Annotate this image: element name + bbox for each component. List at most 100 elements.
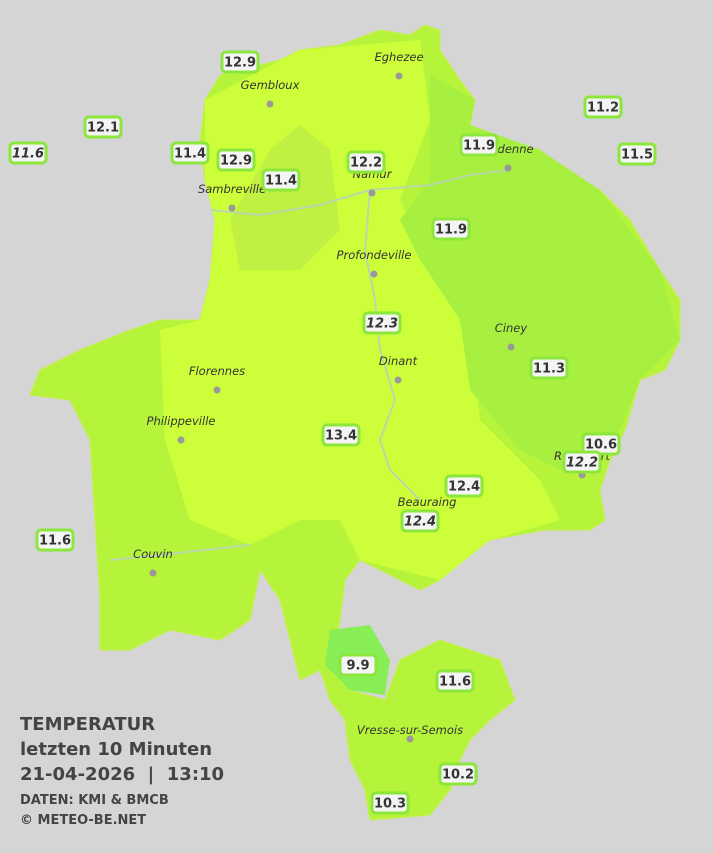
station-label: 12.4 [400,509,440,533]
city-name: Beauraing [398,495,457,509]
city-dot [266,100,274,108]
city-name: Vresse-sur-Semois [357,723,463,737]
city-dot [368,189,376,197]
city-name: Gembloux [241,78,300,92]
label-box [170,141,210,165]
city-name: Profondeville [337,248,412,262]
temperature: 11.2 [587,101,619,116]
city-name: Ciney [495,321,528,335]
province [29,24,681,821]
cool-zone [400,75,680,470]
station-label: 13.4 [321,423,361,447]
label-box [431,217,471,241]
city-dot [370,270,378,278]
city-dot [149,569,157,577]
caption: 21-04-2026 | 13:10 [20,764,224,785]
label-box [370,791,410,815]
label-box [261,168,301,192]
city-dot [394,376,402,384]
station-label: 10.2 [438,762,478,786]
label-box [583,95,623,119]
station-label: 9.9 [338,653,378,677]
label-box [338,653,378,677]
label-box [617,142,657,166]
label-box [362,311,402,335]
station-label: 11.5 [617,142,657,166]
station-label: 11.9 [431,217,471,241]
temperature: 12.3 [366,317,398,332]
city-dot [504,164,512,172]
caption: TEMPERATUR [20,714,155,735]
temperature: 10.3 [374,797,406,812]
city-name: Couvin [133,547,173,561]
temperature: 12.9 [220,154,252,169]
temperature: 12.2 [350,156,382,171]
temperature: 10.2 [442,768,474,783]
temperature: 11.9 [435,223,467,238]
temperature: 12.9 [224,56,256,71]
temperature: 10.6 [585,438,617,453]
caption: © METEO-BE.NET [20,813,146,828]
label-box [346,150,386,174]
station-label: 11.4 [261,168,301,192]
label-box [438,762,478,786]
caption: letzten 10 Minuten [20,739,212,760]
station-label: 11.9 [459,133,499,157]
temperature: 12.4 [448,480,480,495]
label-box [321,423,361,447]
temperature: 11.3 [533,362,565,377]
station-label: 12.9 [220,50,260,74]
station-label: 12.1 [83,115,123,139]
temperature: 12.4 [404,515,436,530]
label-box [8,141,48,165]
city-name: Dinant [379,354,418,368]
temperature: 13.4 [325,429,357,444]
station-label: 12.4 [444,474,484,498]
temperature: 11.6 [439,675,471,690]
station-label: 11.4 [170,141,210,165]
label-box [400,509,440,533]
temperature: 11.4 [265,174,297,189]
temperature: 11.4 [174,147,206,162]
station-label: 12.3 [362,311,402,335]
station-label: 10.3 [370,791,410,815]
cool-zone [230,125,340,270]
label-box [220,50,260,74]
station-label: 12.2 [562,450,602,474]
city-dot [228,204,236,212]
city-name: Philippeville [147,414,216,428]
temperature: 12.2 [566,456,598,471]
label-box [83,115,123,139]
temperature: 11.5 [621,148,653,163]
label-box [529,356,569,380]
caption: DATEN: KMI & BMCB [20,793,169,808]
city-dot [395,72,403,80]
label-box [562,450,602,474]
label-box [216,148,256,172]
city-name: Eghezee [374,50,423,64]
station-label: 11.2 [583,95,623,119]
label-box [459,133,499,157]
station-label: 12.2 [346,150,386,174]
city-dot [406,735,414,743]
city-dot [213,386,221,394]
temperature: 12.1 [87,121,119,136]
station-label: 11.6 [35,528,75,552]
label-box [35,528,75,552]
label-box [435,669,475,693]
station-label: 12.9 [216,148,256,172]
station-label: 11.3 [529,356,569,380]
label-box [444,474,484,498]
station-label: 11.6 [435,669,475,693]
temperature: 9.9 [346,659,369,674]
city-name: Sambreville [198,182,266,196]
city-name: Florennes [189,364,245,378]
temperature: 11.6 [39,534,71,549]
temperature: 11.6 [12,147,44,162]
city-dot [507,343,515,351]
station-label: 11.6 [8,141,48,165]
city-dot [177,436,185,444]
river [109,169,511,561]
